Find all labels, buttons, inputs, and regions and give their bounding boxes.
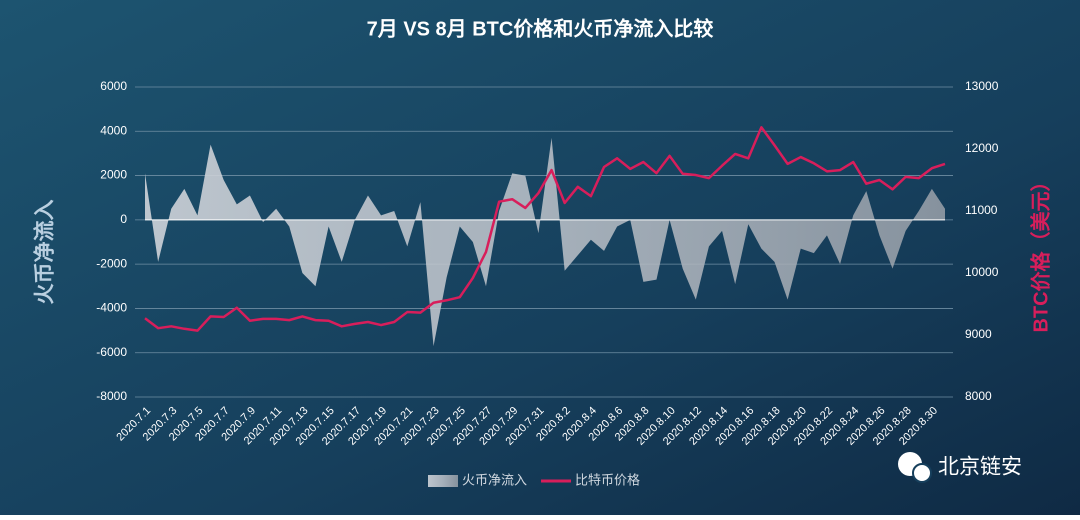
- y2-tick-label: 11000: [965, 203, 998, 217]
- y-tick-label: 6000: [100, 79, 127, 93]
- y2-tick-label: 10000: [965, 265, 999, 279]
- y2-tick-label: 8000: [965, 389, 992, 403]
- line: [144, 126, 946, 332]
- legend-swatch: [428, 475, 458, 487]
- y-tick-label: 2000: [100, 168, 127, 182]
- y-tick-label: -2000: [96, 256, 127, 270]
- y2-tick-label: 9000: [965, 327, 992, 341]
- y-axis-label: 火币净流入: [33, 200, 57, 305]
- y-tick-label: 0: [120, 212, 127, 226]
- y-tick-label: -8000: [96, 389, 127, 403]
- y-tick-label: 4000: [100, 123, 127, 137]
- watermark: 北京链安: [898, 452, 1022, 483]
- watermark-icon: [912, 463, 932, 483]
- y2-tick-label: 12000: [965, 141, 999, 155]
- y2-axis-label: BTC价格（美元）: [1028, 171, 1052, 332]
- area: [145, 137, 945, 347]
- y-tick-label: -6000: [96, 345, 127, 359]
- y2-tick-label: 13000: [965, 79, 999, 93]
- chart-title: 7月 VS 8月 BTC价格和火币净流入比较: [367, 16, 714, 40]
- legend-label: 火币净流入: [462, 472, 527, 487]
- y-tick-label: -4000: [96, 301, 127, 315]
- watermark-text: 北京链安: [938, 456, 1022, 479]
- legend-label: 比特币价格: [575, 472, 640, 487]
